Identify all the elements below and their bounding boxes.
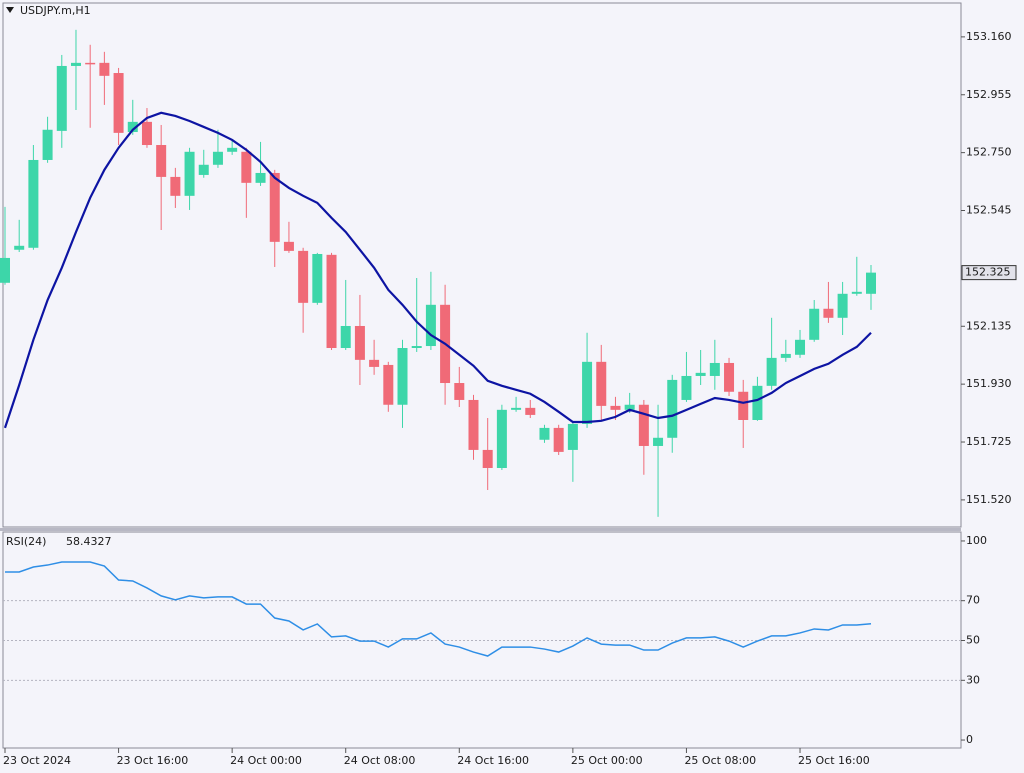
candle-body [227, 147, 238, 152]
candle-body [681, 375, 692, 400]
candle-body [28, 159, 39, 248]
candle-body [837, 293, 848, 318]
candle-body [567, 423, 578, 450]
y-tick-label: 153.160 [966, 30, 1012, 43]
rsi-line [5, 561, 872, 657]
candle-body [709, 362, 720, 376]
candle-body [795, 339, 806, 355]
last-price-box [961, 265, 1017, 281]
candle-body [653, 437, 664, 446]
candle-body [809, 308, 820, 340]
candle-body [866, 272, 876, 294]
candle-body [738, 391, 749, 420]
x-tick-label: 23 Oct 2024 [3, 754, 71, 767]
candle-body [851, 291, 862, 294]
candle-body [752, 385, 763, 420]
candle-body [780, 353, 791, 358]
candle-body [283, 241, 294, 251]
candle-body [85, 62, 96, 65]
candle-body [14, 245, 25, 250]
x-tick-label: 25 Oct 16:00 [798, 754, 870, 767]
y-tick-label: 50 [966, 633, 980, 646]
candle-body [141, 121, 152, 146]
x-tick-label: 24 Oct 08:00 [344, 754, 416, 767]
candle-body [369, 359, 380, 367]
y-tick-label: 70 [966, 594, 980, 607]
x-tick-label: 25 Oct 08:00 [684, 754, 756, 767]
y-tick-label: 151.520 [966, 493, 1012, 506]
candle-body [724, 362, 735, 392]
y-tick-label: 100 [966, 534, 987, 547]
candle-body [312, 253, 323, 303]
candle-body [70, 62, 81, 66]
candle-body [667, 379, 678, 438]
candle-body [383, 364, 394, 405]
last-price-label: 152.325 [965, 266, 1011, 279]
candle-body [411, 346, 422, 349]
candle-body [269, 172, 280, 242]
x-tick-label: 25 Oct 00:00 [571, 754, 643, 767]
candle-body [340, 325, 351, 349]
candle-body [397, 348, 408, 405]
rsi-title: RSI(24) [6, 535, 46, 548]
candle-body [99, 62, 110, 76]
rsi-last-value: 58.4327 [66, 535, 112, 548]
candle-body [170, 176, 181, 196]
candle-body [596, 361, 607, 406]
candle-body [610, 405, 621, 410]
menu-triangle[interactable] [6, 7, 14, 13]
candle-body [156, 145, 167, 177]
candle-body [56, 65, 67, 131]
y-tick-label: 0 [966, 733, 973, 746]
x-tick-label: 24 Oct 16:00 [457, 754, 529, 767]
y-tick-label: 152.135 [966, 319, 1012, 332]
candle-body [212, 151, 223, 165]
y-tick-label: 152.750 [966, 146, 1012, 159]
chart-title: USDJPY.m,H1 [20, 4, 91, 17]
candle-body [241, 151, 252, 183]
candle-body [354, 325, 365, 360]
candle-body [624, 404, 635, 410]
x-tick-label: 23 Oct 16:00 [117, 754, 189, 767]
y-tick-label: 151.725 [966, 435, 1012, 448]
candle-body [539, 427, 550, 440]
candle-body [482, 449, 493, 468]
x-tick-label: 24 Oct 00:00 [230, 754, 302, 767]
y-tick-label: 151.930 [966, 377, 1012, 390]
candle-body [184, 151, 195, 196]
y-tick-label: 152.545 [966, 204, 1012, 217]
candle-body [468, 399, 479, 450]
candle-body [298, 250, 309, 303]
y-tick-label: 152.955 [966, 88, 1012, 101]
candle-body [638, 404, 649, 446]
candle-body [113, 73, 124, 133]
candle-body [525, 407, 536, 415]
candle-body [127, 121, 138, 133]
candle-body [425, 304, 436, 347]
candle-body [553, 427, 564, 452]
candle-body [0, 257, 10, 283]
candle-body [582, 361, 593, 424]
candle-body [823, 308, 834, 318]
candle-body [326, 254, 337, 349]
moving-average [3, 111, 872, 429]
candle-body [766, 357, 777, 386]
candle-body [454, 383, 465, 400]
candle-body [198, 164, 209, 175]
candle-body [42, 129, 53, 160]
candle-body [511, 407, 522, 410]
candle-body [496, 409, 507, 468]
candle-body [695, 372, 706, 376]
candle-body [255, 172, 266, 183]
y-tick-label: 30 [966, 673, 980, 686]
